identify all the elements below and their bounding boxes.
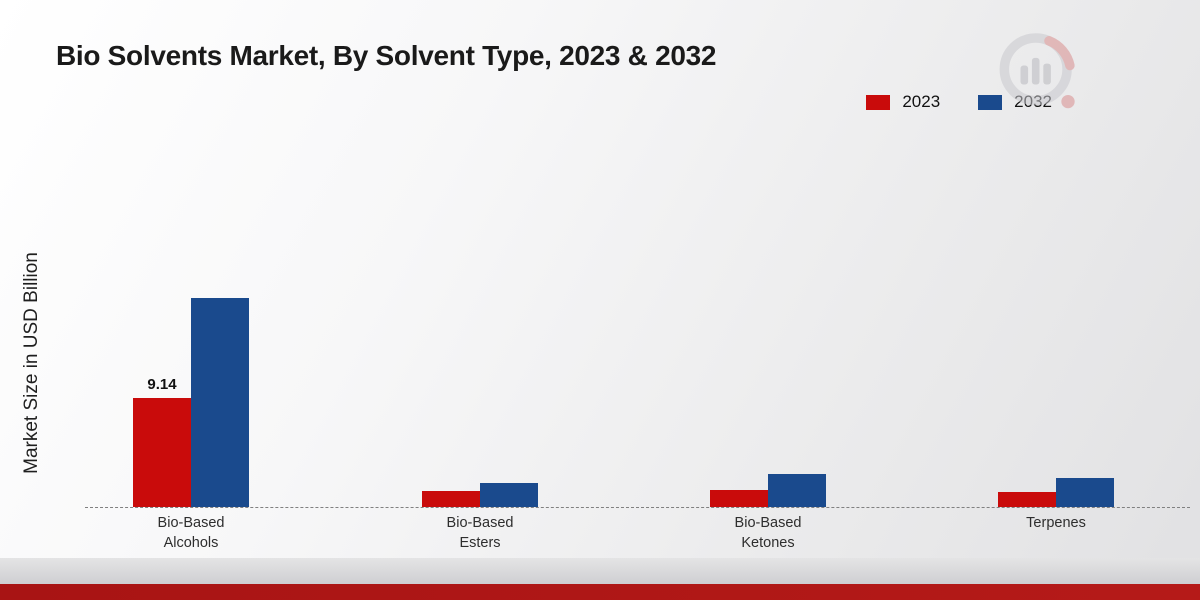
bar-2023-bio-based-ketones <box>710 490 768 507</box>
x-tick-bio-based-esters: Bio-Based Esters <box>446 515 514 552</box>
x-tick-bio-based-alcohols: Bio-Based Alcohols <box>157 515 225 552</box>
bar-2032-bio-based-ketones <box>768 474 826 507</box>
legend-swatch-2023 <box>866 94 891 110</box>
x-tick-terpenes: Terpenes <box>1026 515 1086 531</box>
footer-gray-band <box>0 558 1200 584</box>
legend-label-2023: 2023 <box>902 92 941 111</box>
bar-2023-bio-based-alcohols <box>133 398 191 507</box>
x-tick-bio-based-ketones: Bio-Based Ketones <box>734 515 802 552</box>
bar-2032-bio-based-alcohols <box>191 298 249 507</box>
legend-item-2023: 2023 <box>866 92 940 112</box>
bar-2023-terpenes <box>998 492 1056 507</box>
bar-2032-bio-based-esters <box>480 483 538 507</box>
chart-title: Bio Solvents Market, By Solvent Type, 20… <box>56 40 717 71</box>
bar-2032-terpenes <box>1056 478 1114 507</box>
legend-swatch-2032 <box>978 94 1003 110</box>
x-axis-line <box>85 507 1190 508</box>
bar-value-label: 9.14 <box>147 376 177 393</box>
market-research-logo-icon <box>999 33 1075 109</box>
bar-2023-bio-based-esters <box>422 491 480 507</box>
footer-red-band <box>0 584 1200 600</box>
